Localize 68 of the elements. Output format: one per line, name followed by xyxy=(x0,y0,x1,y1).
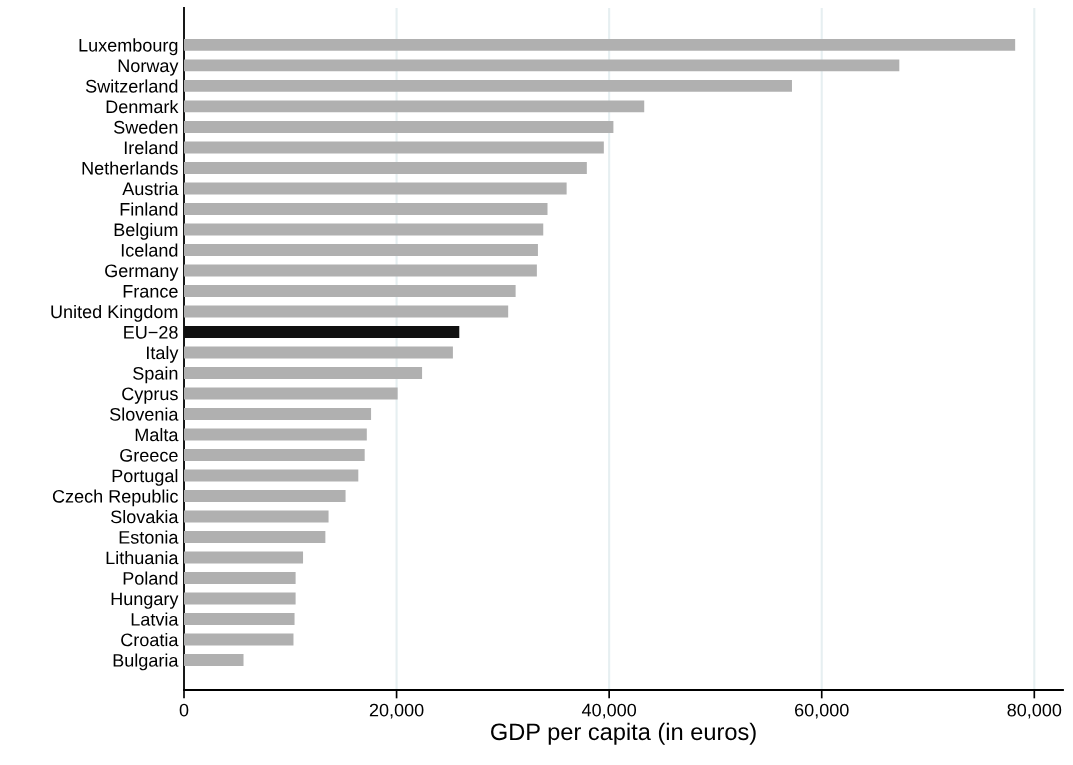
y-tick-label: Cyprus xyxy=(122,387,178,404)
y-tick-label: Estonia xyxy=(119,530,179,544)
y-tick-label: Luxembourg xyxy=(79,38,178,56)
y-tick-label: EU−28 xyxy=(124,325,178,339)
y-tick-label: Malta xyxy=(135,427,179,442)
y-tick-label: Austria xyxy=(122,181,179,196)
bar xyxy=(184,141,604,154)
y-tick-label: United Kingdom xyxy=(51,304,178,322)
y-tick-label: Italy xyxy=(147,345,179,363)
bar xyxy=(184,38,1016,51)
bar xyxy=(184,428,367,441)
bar xyxy=(184,244,538,256)
y-tick-label: Poland xyxy=(123,571,178,585)
y-tick-label: Sweden xyxy=(114,120,178,134)
bar xyxy=(184,264,537,277)
y-tick-label: Norway xyxy=(118,59,179,76)
bar xyxy=(184,120,614,133)
bar xyxy=(184,633,294,646)
bar xyxy=(184,469,359,482)
y-tick-label: Switzerland xyxy=(85,79,178,93)
y-tick-label: Germany xyxy=(105,264,179,281)
y-tick-label: Latvia xyxy=(131,612,179,626)
y-tick-label: Netherlands xyxy=(82,161,178,175)
y-tick-label: Hungary xyxy=(111,592,179,609)
bar xyxy=(184,182,567,195)
bar xyxy=(184,592,296,605)
y-tick-label: Slovenia xyxy=(110,407,179,421)
y-tick-label: Czech Republic xyxy=(52,489,178,507)
x-tick-label: 60,000 xyxy=(795,703,849,719)
x-tick-label: 40,000 xyxy=(581,703,637,719)
y-tick-label: Slovakia xyxy=(111,509,179,524)
bar xyxy=(184,449,365,461)
bar xyxy=(184,59,900,72)
bar xyxy=(184,408,372,420)
y-tick-label: Belgium xyxy=(114,222,178,240)
x-tick-label: 20,000 xyxy=(369,703,424,719)
x-tick-label: 0 xyxy=(179,703,189,717)
bar xyxy=(184,510,329,523)
y-tick-label: Spain xyxy=(133,366,178,384)
y-tick-label: Ireland xyxy=(124,140,178,155)
bar xyxy=(184,161,587,174)
bar xyxy=(184,367,423,379)
bar xyxy=(184,223,544,236)
bar xyxy=(184,79,792,92)
y-tick-label: Finland xyxy=(120,202,178,216)
y-tick-label: Iceland xyxy=(121,243,178,257)
x-tick-label: 80,000 xyxy=(1007,703,1062,719)
bar xyxy=(184,490,346,502)
y-tick-label: Greece xyxy=(120,448,178,462)
bar xyxy=(184,346,453,359)
bar xyxy=(184,387,398,400)
bar xyxy=(184,100,645,113)
bar xyxy=(184,326,460,338)
bar xyxy=(184,285,516,297)
y-tick-label: Denmark xyxy=(106,99,179,114)
x-axis-title: GDP per capita (in euros) xyxy=(491,722,756,745)
bar xyxy=(184,203,548,215)
y-tick-label: France xyxy=(123,285,178,298)
y-tick-label: Bulgaria xyxy=(113,653,179,671)
bar xyxy=(184,613,295,625)
bar xyxy=(184,305,509,318)
y-tick-label: Lithuania xyxy=(106,550,179,565)
bar xyxy=(184,572,296,584)
bar xyxy=(184,654,244,667)
bar xyxy=(184,531,326,543)
y-tick-label: Portugal xyxy=(112,468,178,486)
bar xyxy=(184,551,304,564)
y-tick-label: Croatia xyxy=(121,633,179,647)
